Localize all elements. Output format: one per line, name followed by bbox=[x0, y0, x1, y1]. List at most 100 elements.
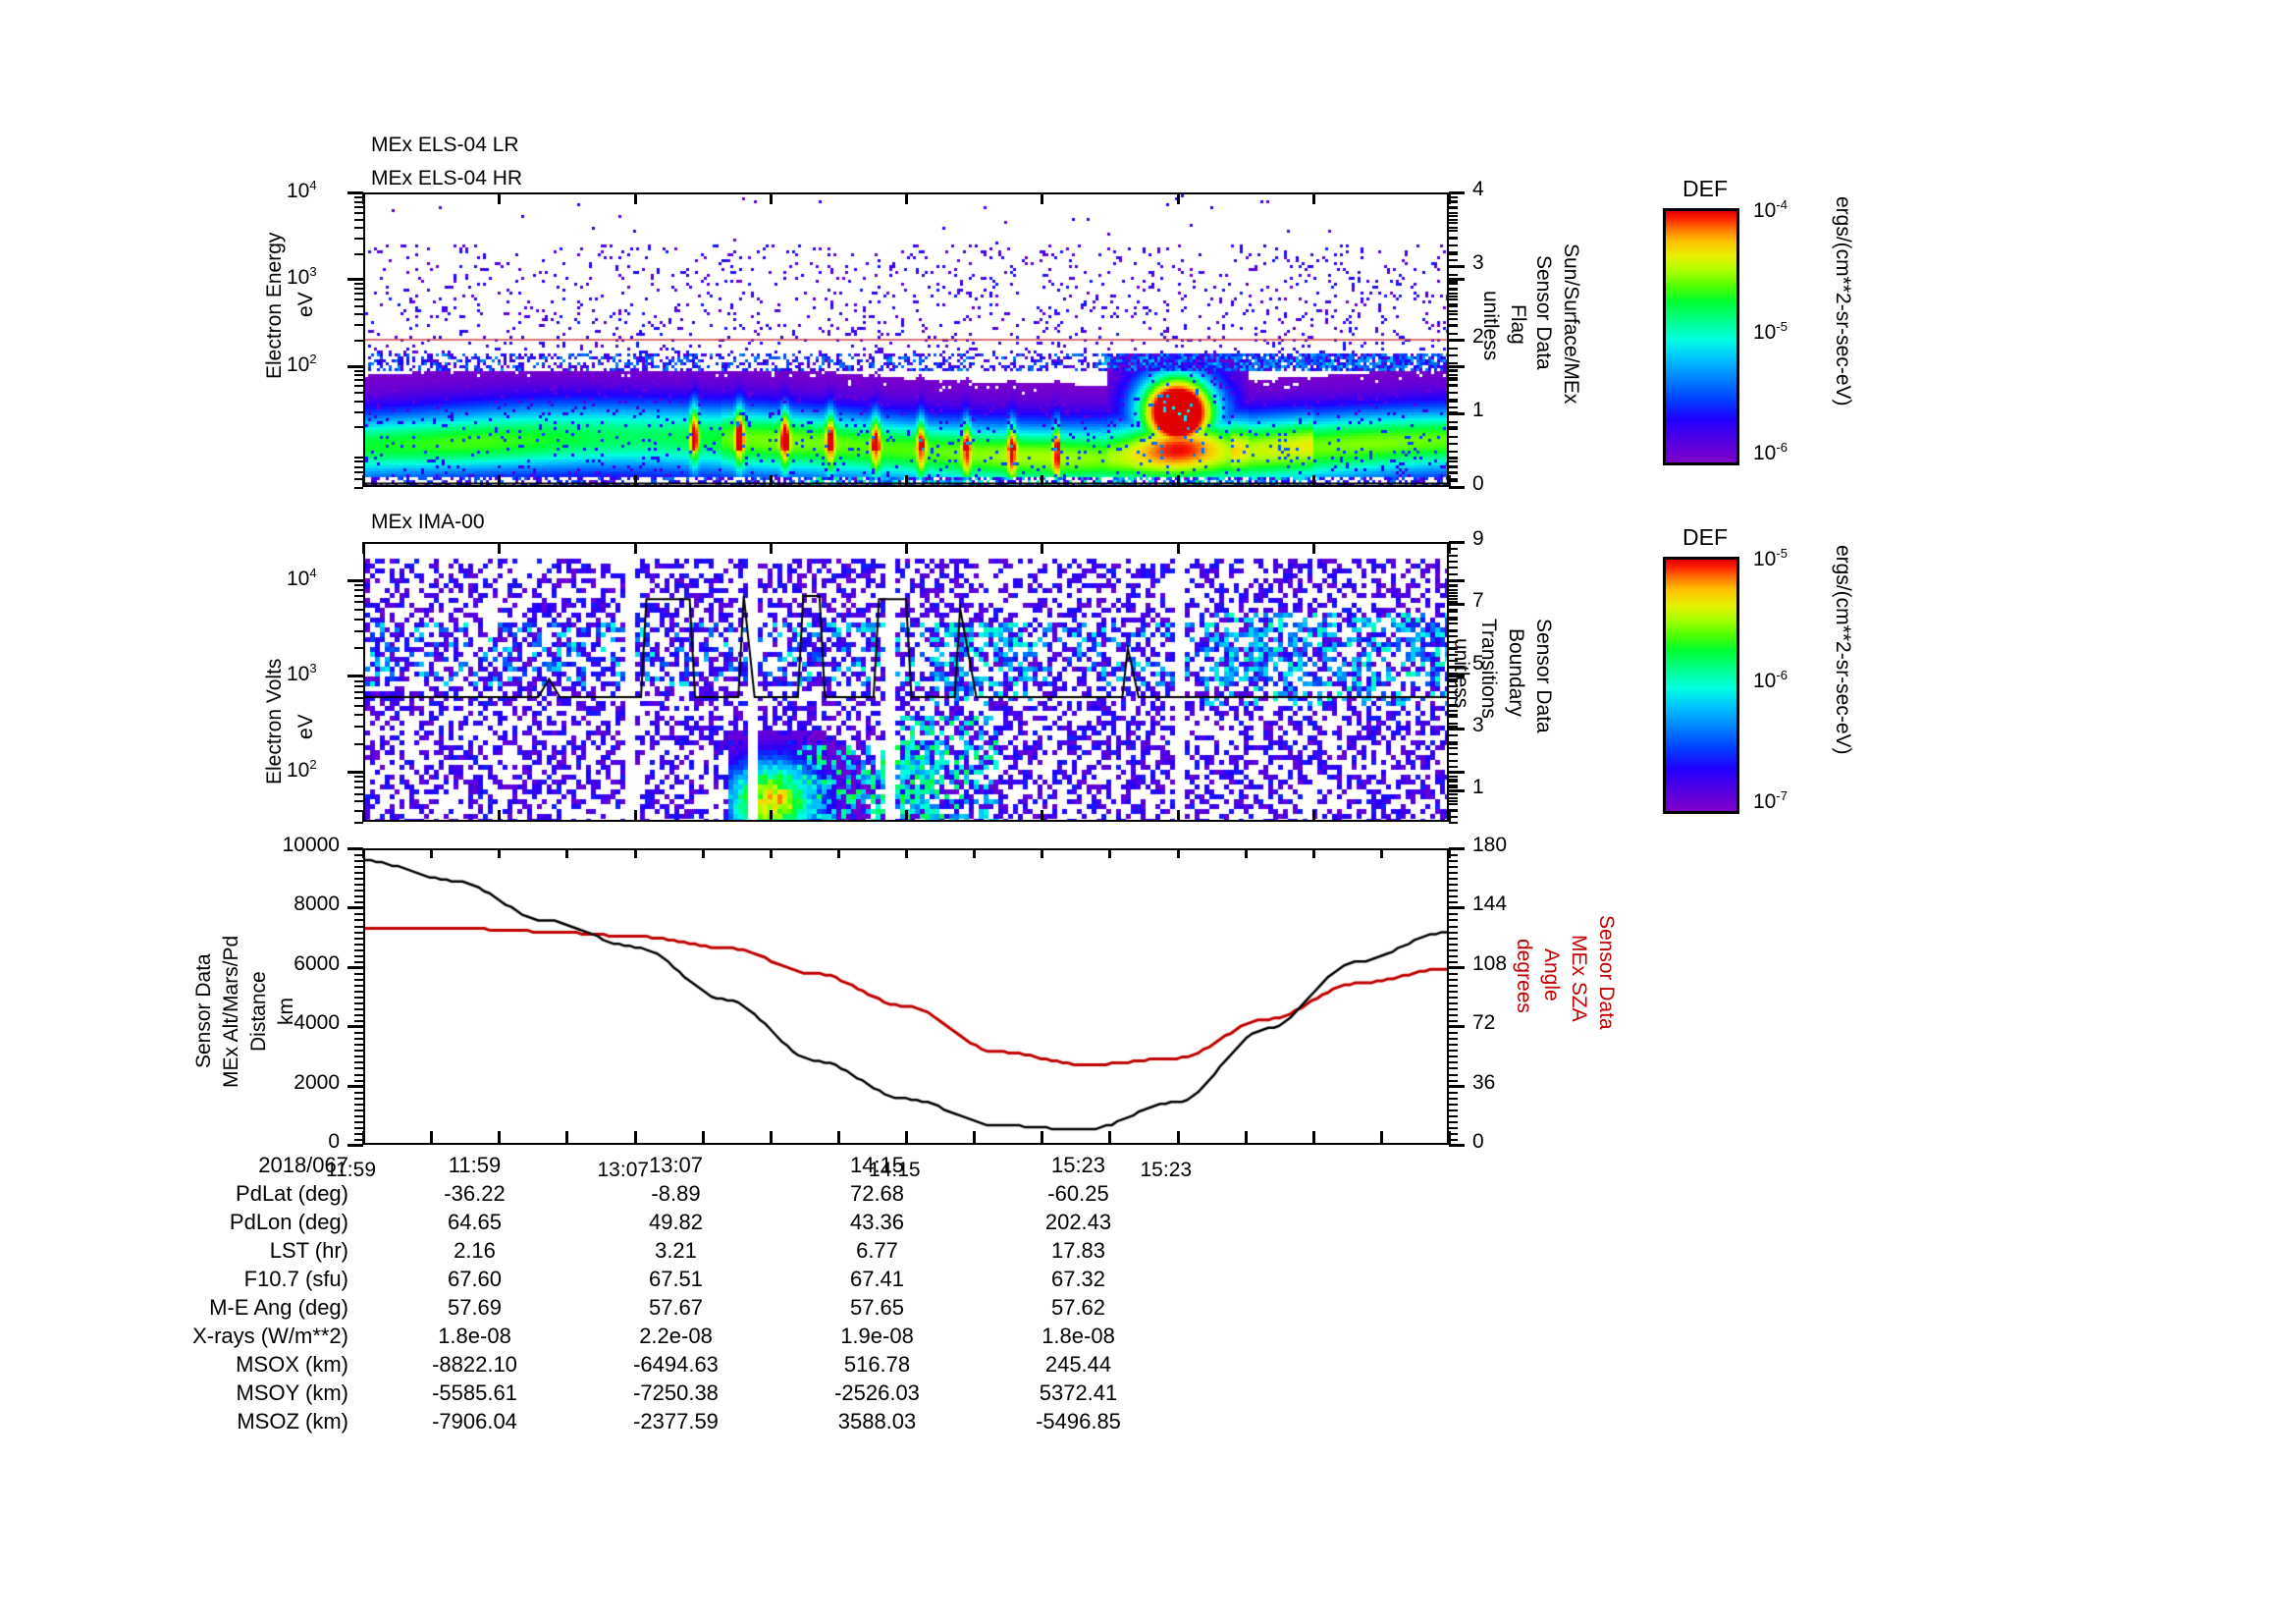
axis-tick bbox=[1449, 803, 1458, 805]
table-cell: 67.51 bbox=[648, 1267, 704, 1291]
axis-tick-label: 36 bbox=[1472, 1070, 1496, 1094]
axis-tick bbox=[354, 901, 363, 904]
axis-tick bbox=[1449, 1002, 1458, 1005]
axis-tick bbox=[1176, 848, 1180, 858]
table-row: X-rays (W/m**2) 1.8e-08 2.2e-08 1.9e-08 1.8e… bbox=[0, 1322, 1179, 1350]
table-cell: 1.8e-08 bbox=[438, 1324, 511, 1348]
axis-tick bbox=[1448, 810, 1451, 822]
axis-tick bbox=[354, 374, 363, 377]
axis-tick bbox=[1449, 585, 1458, 588]
axis-tick bbox=[354, 714, 363, 717]
axis-tick bbox=[1449, 622, 1458, 625]
table-cell: 57.69 bbox=[447, 1295, 503, 1320]
axis-tick bbox=[354, 1067, 363, 1070]
table-cell: 245.44 bbox=[1044, 1352, 1112, 1377]
table-cell: -8.89 bbox=[651, 1181, 701, 1206]
axis-tick bbox=[354, 292, 363, 295]
table-row-label: MSOY (km) bbox=[236, 1380, 348, 1405]
axis-tick-label: 1 bbox=[1472, 399, 1484, 421]
sza-right-label-4: degrees bbox=[1513, 939, 1535, 1013]
axis-tick bbox=[1449, 340, 1458, 342]
axis-tick-label: 11:59 bbox=[326, 1159, 376, 1181]
axis-tick bbox=[1449, 729, 1458, 730]
axis-tick bbox=[354, 890, 363, 893]
axis-tick bbox=[1448, 848, 1451, 858]
axis-tick bbox=[1449, 1008, 1458, 1011]
axis-tick bbox=[1449, 1020, 1458, 1023]
colorbar-1 bbox=[1663, 208, 1739, 465]
axis-tick bbox=[1449, 866, 1458, 869]
axis-tick bbox=[1449, 410, 1458, 413]
els-title-hr: MEx ELS-04 HR bbox=[371, 167, 523, 189]
els-spectrogram-panel bbox=[363, 192, 1449, 487]
axis-tick-label: 3 bbox=[1472, 714, 1484, 736]
table-row: M-E Ang (deg) 57.69 57.67 57.65 57.62 bbox=[0, 1293, 1179, 1322]
axis-tick bbox=[769, 542, 773, 554]
axis-tick bbox=[701, 1131, 705, 1145]
axis-tick bbox=[1449, 313, 1458, 316]
axis-tick bbox=[1449, 697, 1458, 700]
axis-tick bbox=[1449, 679, 1458, 682]
axis-tick bbox=[1449, 629, 1458, 632]
axis-tick bbox=[1449, 660, 1458, 663]
axis-tick bbox=[1449, 214, 1458, 217]
axis-tick bbox=[354, 1020, 363, 1023]
els-y-axis-label-1: Electron Energy bbox=[263, 232, 286, 379]
axis-tick bbox=[1244, 1131, 1248, 1145]
axis-tick-label: 104 bbox=[287, 565, 317, 590]
axis-tick bbox=[354, 690, 363, 693]
axis-tick bbox=[1449, 609, 1458, 612]
axis-tick bbox=[354, 584, 363, 587]
axis-tick bbox=[1449, 1120, 1458, 1123]
axis-tick bbox=[836, 848, 840, 858]
axis-tick bbox=[1449, 384, 1458, 386]
axis-tick bbox=[1449, 901, 1458, 904]
axis-tick bbox=[354, 283, 363, 286]
ima-right-label-3: Transitions bbox=[1477, 619, 1500, 719]
axis-tick bbox=[1449, 478, 1458, 481]
axis-tick bbox=[354, 1002, 363, 1005]
axis-tick bbox=[1449, 666, 1458, 669]
axis-tick bbox=[1449, 252, 1458, 255]
axis-tick bbox=[1449, 192, 1458, 194]
axis-tick bbox=[1449, 542, 1458, 544]
axis-tick bbox=[1449, 548, 1458, 551]
axis-tick bbox=[354, 594, 363, 597]
axis-tick bbox=[1449, 1109, 1458, 1111]
colorbar-1-mid-tick: 10-5 bbox=[1753, 319, 1788, 344]
axis-tick bbox=[1449, 487, 1458, 489]
axis-tick bbox=[1449, 281, 1458, 283]
table-row: MSOY (km) -5585.61 -7250.38 -2526.03 5372.41 bbox=[0, 1379, 1179, 1407]
axis-tick-label: 10000 bbox=[282, 834, 340, 856]
axis-tick bbox=[1449, 1014, 1458, 1017]
axis-tick bbox=[1449, 1103, 1458, 1106]
ima-right-label-1: Sensor Data bbox=[1532, 619, 1555, 733]
axis-tick bbox=[354, 684, 363, 687]
axis-tick bbox=[354, 238, 363, 241]
axis-tick bbox=[769, 848, 773, 858]
time-value-3: 15:23 bbox=[1050, 1153, 1106, 1177]
table-cell: -2526.03 bbox=[834, 1380, 920, 1405]
axis-tick bbox=[1449, 1044, 1458, 1047]
axis-tick bbox=[498, 848, 502, 858]
axis-tick bbox=[1449, 1061, 1458, 1064]
axis-tick bbox=[354, 1132, 363, 1135]
axis-tick bbox=[1244, 848, 1248, 858]
axis-tick bbox=[1449, 678, 1458, 681]
axis-tick bbox=[354, 200, 363, 203]
axis-tick bbox=[1449, 472, 1458, 474]
axis-tick bbox=[1449, 1026, 1458, 1029]
axis-tick bbox=[1449, 420, 1458, 423]
axis-tick bbox=[1449, 292, 1458, 295]
axis-tick bbox=[354, 298, 363, 300]
axis-tick bbox=[905, 810, 908, 822]
axis-tick bbox=[1449, 205, 1458, 208]
axis-tick bbox=[1449, 913, 1458, 916]
axis-tick bbox=[565, 1131, 569, 1145]
axis-tick bbox=[498, 1131, 502, 1145]
axis-tick bbox=[1448, 542, 1451, 554]
axis-tick bbox=[1449, 273, 1458, 276]
axis-tick-label: 180 bbox=[1472, 834, 1508, 856]
axis-tick-label: 6000 bbox=[294, 951, 340, 975]
axis-tick bbox=[354, 1026, 363, 1029]
